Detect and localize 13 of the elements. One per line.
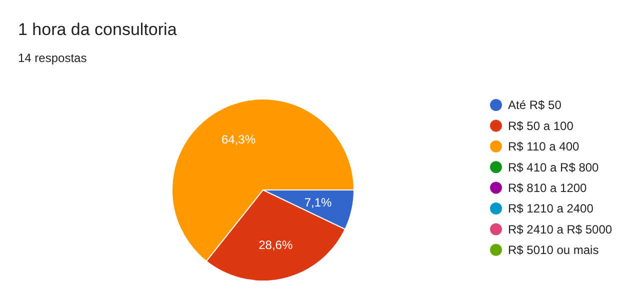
text: 14 respostas [18, 51, 87, 65]
data-label: 64,3% [221, 132, 256, 146]
legend-label: R$ 410 a R$ 800 [508, 160, 600, 174]
data-label: 28,6% [258, 238, 293, 252]
legend-label: R$ 810 a 1200 [508, 181, 588, 195]
legend-label: R$ 110 a 400 [508, 140, 580, 154]
legend-label: R$ 2410 a R$ 5000 [508, 222, 612, 236]
chart-title: 1 hora da consultoria [18, 20, 178, 39]
legend-label: R$ 1210 a 2400 [508, 202, 594, 216]
legend-label: Até R$ 50 [508, 98, 562, 112]
data-label: 7,1% [304, 196, 332, 210]
legend-label: R$ 50 a 100 [508, 118, 574, 133]
legend-label: R$ 5010 ou mais [508, 243, 599, 258]
